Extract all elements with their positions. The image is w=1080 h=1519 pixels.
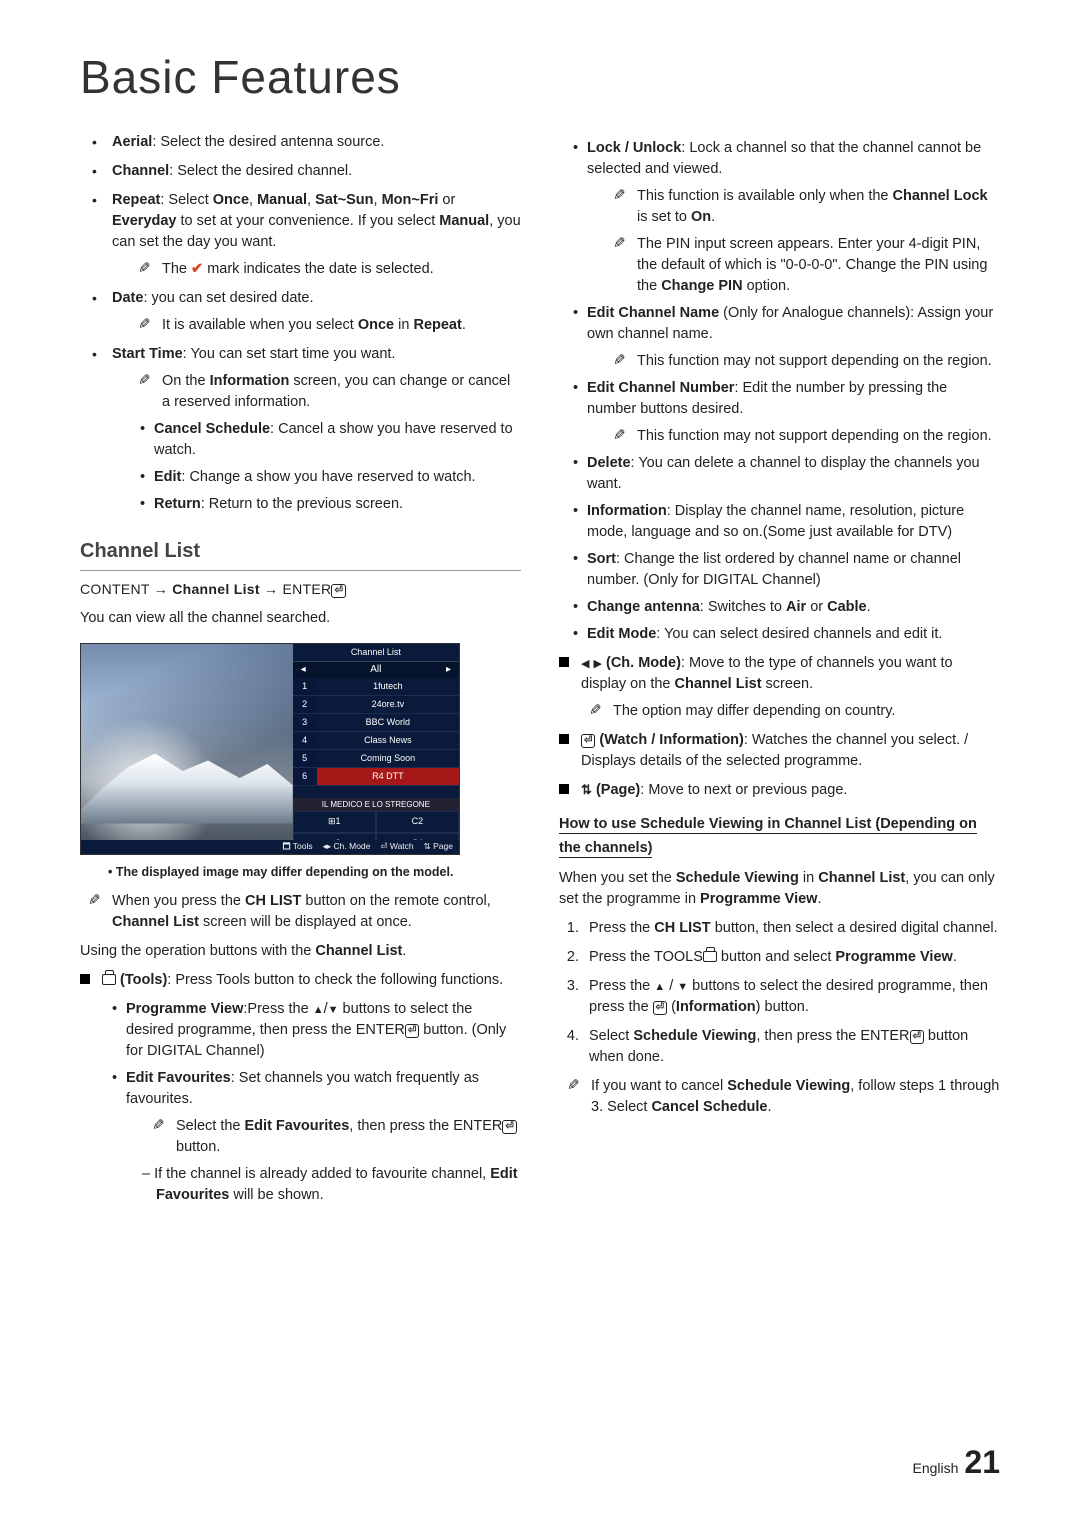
check-icon: ✔	[191, 261, 203, 277]
using-line: Using the operation buttons with the Cha…	[80, 941, 521, 962]
enter-icon: ⏎	[910, 1030, 924, 1044]
channel-list-screenshot: Channel List ◂ All ▸ 11futech 224ore.tv …	[80, 643, 460, 855]
enter-icon: ⏎	[502, 1120, 516, 1134]
edit-fav-dash: If the channel is already added to favou…	[126, 1164, 521, 1206]
item-date: Date: you can set desired date. It is av…	[98, 288, 521, 336]
lock-note-2: The PIN input screen appears. Enter your…	[605, 234, 1000, 297]
enter-icon: ⏎	[653, 1001, 667, 1015]
tools-icon	[102, 974, 116, 985]
repeat-note: The ✔ mark indicates the date is selecte…	[130, 259, 521, 280]
footer-lang: English	[912, 1460, 958, 1476]
ecname-note: This function may not support depending …	[605, 351, 1000, 372]
cancel-note: If you want to cancel Schedule Viewing, …	[559, 1076, 1000, 1118]
item-edit-ch-name: Edit Channel Name (Only for Analogue cha…	[573, 303, 1000, 372]
lock-note-1: This function is available only when the…	[605, 186, 1000, 228]
step-1: Press the CH LIST button, then select a …	[583, 918, 1000, 939]
item-information: Information: Display the channel name, r…	[573, 501, 1000, 543]
page-title: Basic Features	[80, 50, 1000, 104]
page-icon	[581, 782, 592, 798]
step-2: Press the TOOLS button and select Progra…	[583, 947, 1000, 968]
item-delete: Delete: You can delete a channel to disp…	[573, 453, 1000, 495]
schedule-subhead: How to use Schedule Viewing in Channel L…	[559, 813, 1000, 859]
enter-icon: ⏎	[405, 1024, 419, 1038]
page-footer: English 21	[912, 1444, 1000, 1481]
edit-fav-note: Select the Edit Favourites, then press t…	[144, 1116, 521, 1158]
left-column: Aerial: Select the desired antenna sourc…	[80, 132, 521, 1214]
item-sort: Sort: Change the list ordered by channel…	[573, 549, 1000, 591]
step-3: Press the / buttons to select the desire…	[583, 976, 1000, 1018]
right-column: Lock / Unlock: Lock a channel so that th…	[559, 132, 1000, 1214]
steps-list: Press the CH LIST button, then select a …	[559, 918, 1000, 1068]
start-note: On the Information screen, you can chang…	[130, 371, 521, 413]
chlist-body: You can view all the channel searched.	[80, 608, 521, 629]
item-aerial: Aerial: Select the desired antenna sourc…	[98, 132, 521, 153]
content-path: CONTENT → Channel List → ENTER⏎	[80, 579, 521, 599]
tools-line: (Tools): Press Tools button to check the…	[80, 970, 521, 1206]
item-channel: Channel: Select the desired channel.	[98, 161, 521, 182]
enter-icon: ⏎	[331, 584, 346, 598]
item-change-antenna: Change antenna: Switches to Air or Cable…	[573, 597, 1000, 618]
item-repeat: Repeat: Select Once, Manual, Sat~Sun, Mo…	[98, 190, 521, 280]
sub-programme-view: Programme View:Press the / buttons to se…	[112, 999, 521, 1062]
channel-list-heading: Channel List	[80, 537, 521, 571]
step-4: Select Schedule Viewing, then press the …	[583, 1026, 1000, 1068]
chmode-note: The option may differ depending on count…	[581, 701, 1000, 722]
sub-edit-favourites: Edit Favourites: Set channels you watch …	[112, 1068, 521, 1206]
item-edit-mode: Edit Mode: You can select desired channe…	[573, 624, 1000, 645]
sub-return: Return: Return to the previous screen.	[140, 494, 521, 515]
ch-mode-line: (Ch. Mode): Move to the type of channels…	[559, 653, 1000, 722]
watch-info-line: ⏎ (Watch / Information): Watches the cha…	[559, 730, 1000, 772]
sub-edit: Edit: Change a show you have reserved to…	[140, 467, 521, 488]
sub-cancel-schedule: Cancel Schedule: Cancel a show you have …	[140, 419, 521, 461]
chlist-press-note: When you press the CH LIST button on the…	[80, 891, 521, 933]
item-start-time: Start Time: You can set start time you w…	[98, 344, 521, 515]
footer-page-number: 21	[964, 1444, 1000, 1481]
item-lock: Lock / Unlock: Lock a channel so that th…	[573, 138, 1000, 297]
date-note: It is available when you select Once in …	[130, 315, 521, 336]
page-line: (Page): Move to next or previous page.	[559, 780, 1000, 801]
screenshot-caption: • The displayed image may differ dependi…	[108, 863, 521, 881]
tv-header: Channel List	[293, 644, 459, 662]
tools-icon	[703, 951, 717, 962]
content-columns: Aerial: Select the desired antenna sourc…	[80, 132, 1000, 1214]
ecnum-note: This function may not support depending …	[605, 426, 1000, 447]
item-edit-ch-number: Edit Channel Number: Edit the number by …	[573, 378, 1000, 447]
sv-body: When you set the Schedule Viewing in Cha…	[559, 868, 1000, 910]
enter-icon: ⏎	[581, 734, 595, 748]
